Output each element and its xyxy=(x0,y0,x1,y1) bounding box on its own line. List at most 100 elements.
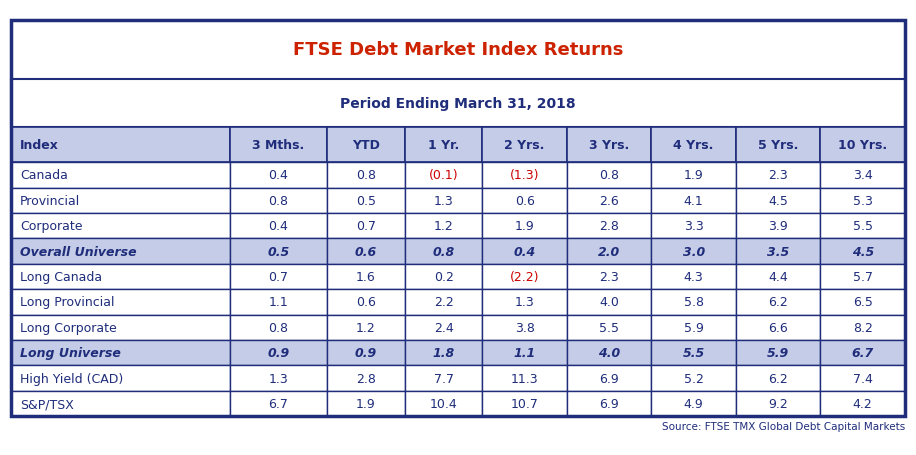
Text: 8.2: 8.2 xyxy=(853,321,873,334)
Text: 1.9: 1.9 xyxy=(356,397,376,410)
Text: 4.4: 4.4 xyxy=(769,270,788,283)
Text: 1.1: 1.1 xyxy=(514,346,536,359)
Text: Corporate: Corporate xyxy=(20,220,82,233)
Bar xyxy=(567,315,651,340)
Text: 4.1: 4.1 xyxy=(684,194,703,207)
Text: 2.8: 2.8 xyxy=(356,372,376,385)
Text: 5.9: 5.9 xyxy=(767,346,790,359)
Bar xyxy=(11,366,230,391)
Bar xyxy=(567,391,651,416)
Bar xyxy=(405,188,483,213)
Bar xyxy=(736,163,821,188)
Text: 1.8: 1.8 xyxy=(432,346,454,359)
Bar xyxy=(11,20,905,80)
Text: 1.3: 1.3 xyxy=(515,296,535,309)
Bar xyxy=(11,127,230,163)
Text: 4 Yrs.: 4 Yrs. xyxy=(673,139,714,152)
Text: Source: FTSE TMX Global Debt Capital Markets: Source: FTSE TMX Global Debt Capital Mar… xyxy=(661,421,905,431)
Text: 0.4: 0.4 xyxy=(514,245,536,258)
Bar xyxy=(567,239,651,264)
Bar xyxy=(11,340,230,366)
Bar xyxy=(327,290,405,315)
Bar xyxy=(11,290,230,315)
Text: (0.1): (0.1) xyxy=(429,169,458,182)
Bar xyxy=(230,213,327,239)
Text: 6.9: 6.9 xyxy=(599,372,619,385)
Text: 0.9: 0.9 xyxy=(354,346,377,359)
Text: 2.4: 2.4 xyxy=(433,321,453,334)
Bar xyxy=(327,213,405,239)
Text: 0.4: 0.4 xyxy=(268,220,289,233)
Bar xyxy=(230,163,327,188)
Bar xyxy=(651,163,736,188)
Text: 4.0: 4.0 xyxy=(599,296,619,309)
Bar xyxy=(821,213,905,239)
Text: 3.5: 3.5 xyxy=(767,245,790,258)
Bar xyxy=(405,366,483,391)
Bar xyxy=(651,213,736,239)
Bar xyxy=(483,391,567,416)
Bar xyxy=(651,239,736,264)
Text: 0.6: 0.6 xyxy=(356,296,376,309)
Bar xyxy=(567,290,651,315)
Bar xyxy=(651,366,736,391)
Bar xyxy=(821,340,905,366)
Text: (2.2): (2.2) xyxy=(510,270,540,283)
Bar xyxy=(11,315,230,340)
Bar xyxy=(821,239,905,264)
Text: 0.8: 0.8 xyxy=(356,169,376,182)
Text: 5.9: 5.9 xyxy=(683,321,703,334)
Bar xyxy=(736,391,821,416)
Text: 6.2: 6.2 xyxy=(769,296,788,309)
Text: 1.3: 1.3 xyxy=(433,194,453,207)
Bar xyxy=(821,290,905,315)
Bar xyxy=(651,391,736,416)
Text: 5.3: 5.3 xyxy=(853,194,873,207)
Bar xyxy=(567,264,651,290)
Bar xyxy=(230,239,327,264)
Text: 3.0: 3.0 xyxy=(682,245,704,258)
Bar xyxy=(821,315,905,340)
Text: 1.9: 1.9 xyxy=(515,220,535,233)
Bar xyxy=(821,188,905,213)
Text: Period Ending March 31, 2018: Period Ending March 31, 2018 xyxy=(340,96,576,111)
Text: 10.4: 10.4 xyxy=(430,397,457,410)
Bar xyxy=(736,188,821,213)
Bar xyxy=(736,264,821,290)
Text: 0.8: 0.8 xyxy=(599,169,619,182)
Bar xyxy=(230,264,327,290)
Bar xyxy=(651,188,736,213)
Text: Overall Universe: Overall Universe xyxy=(20,245,136,258)
Bar xyxy=(736,340,821,366)
Bar xyxy=(405,391,483,416)
Bar xyxy=(821,163,905,188)
Text: 1.3: 1.3 xyxy=(268,372,289,385)
Text: Provincial: Provincial xyxy=(20,194,81,207)
Bar xyxy=(567,213,651,239)
Bar xyxy=(651,315,736,340)
Bar xyxy=(821,264,905,290)
Bar xyxy=(11,80,905,127)
Text: 3.8: 3.8 xyxy=(515,321,535,334)
Bar xyxy=(483,163,567,188)
Text: 0.6: 0.6 xyxy=(515,194,535,207)
Text: 0.8: 0.8 xyxy=(432,245,454,258)
Bar xyxy=(567,366,651,391)
Text: Long Canada: Long Canada xyxy=(20,270,103,283)
Text: FTSE Debt Market Index Returns: FTSE Debt Market Index Returns xyxy=(293,41,623,59)
Text: 7.4: 7.4 xyxy=(853,372,873,385)
Bar xyxy=(567,188,651,213)
Text: 5.5: 5.5 xyxy=(682,346,704,359)
Text: 0.9: 0.9 xyxy=(267,346,289,359)
Bar xyxy=(11,391,230,416)
Text: Canada: Canada xyxy=(20,169,68,182)
Bar xyxy=(11,20,905,416)
Text: 1.6: 1.6 xyxy=(356,270,376,283)
Bar xyxy=(11,163,230,188)
Text: Long Provincial: Long Provincial xyxy=(20,296,115,309)
Text: 0.2: 0.2 xyxy=(433,270,453,283)
Bar xyxy=(736,366,821,391)
Bar xyxy=(405,213,483,239)
Text: 0.4: 0.4 xyxy=(268,169,289,182)
Text: 1.1: 1.1 xyxy=(268,296,289,309)
